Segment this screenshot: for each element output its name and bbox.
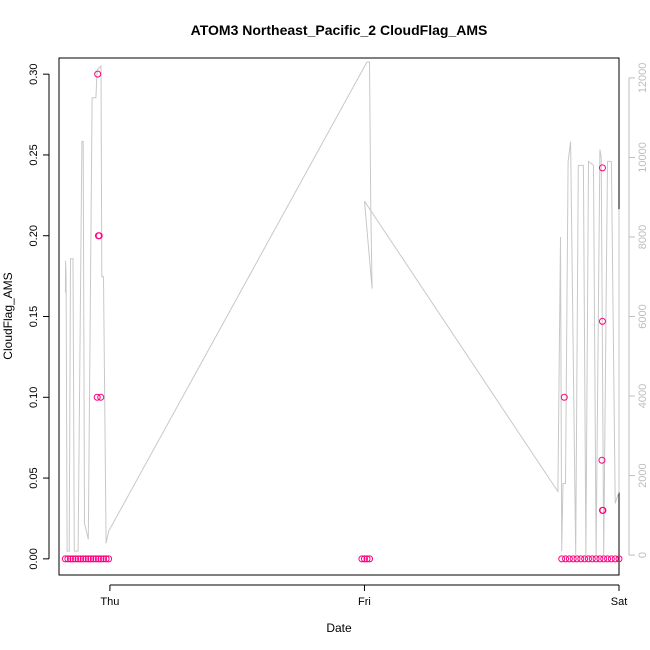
data-point bbox=[569, 555, 577, 563]
data-point bbox=[92, 555, 100, 563]
data-point bbox=[69, 555, 77, 563]
data-point bbox=[97, 555, 105, 563]
data-point bbox=[64, 555, 72, 563]
data-point bbox=[598, 164, 606, 172]
data-point bbox=[573, 555, 581, 563]
data-point bbox=[565, 555, 573, 563]
data-point bbox=[89, 555, 97, 563]
plot-frame bbox=[58, 57, 620, 576]
data-point bbox=[363, 555, 371, 563]
y-tick-label: 0.05 bbox=[28, 467, 40, 488]
data-point bbox=[599, 506, 607, 514]
data-point bbox=[615, 555, 623, 563]
data-point bbox=[604, 555, 612, 563]
data-point bbox=[87, 555, 95, 563]
data-point bbox=[366, 555, 374, 563]
data-point bbox=[560, 393, 568, 401]
y-tick-label: 0.10 bbox=[28, 387, 40, 408]
x-axis: Thu Fri Sat bbox=[100, 584, 628, 608]
y2-tick-label: 4000 bbox=[637, 384, 649, 408]
data-point bbox=[79, 555, 87, 563]
data-points bbox=[61, 70, 623, 563]
data-point bbox=[100, 555, 108, 563]
data-point bbox=[611, 555, 619, 563]
data-point bbox=[97, 393, 105, 401]
data-point bbox=[592, 555, 600, 563]
x-axis-label: Date bbox=[326, 621, 352, 635]
y-tick-label: 0.30 bbox=[28, 63, 40, 84]
x-tick-label: Thu bbox=[100, 596, 119, 608]
data-point bbox=[581, 555, 589, 563]
data-point bbox=[577, 555, 585, 563]
data-point bbox=[102, 555, 110, 563]
data-point bbox=[105, 555, 113, 563]
data-point bbox=[61, 555, 69, 563]
y-tick-label: 0.00 bbox=[28, 548, 40, 569]
y2-tick-label: 10000 bbox=[637, 142, 649, 173]
y-tick-label: 0.25 bbox=[28, 144, 40, 165]
y-tick-label: 0.20 bbox=[28, 225, 40, 246]
data-point bbox=[66, 555, 74, 563]
data-point bbox=[77, 555, 85, 563]
x-tick-label: Fri bbox=[358, 596, 371, 608]
data-point bbox=[82, 555, 90, 563]
data-point bbox=[598, 317, 606, 325]
y2-axis: 0 2000 4000 6000 8000 10000 12000 bbox=[628, 63, 649, 558]
y-axis-label: CloudFlag_AMS bbox=[1, 272, 15, 359]
data-point bbox=[596, 555, 604, 563]
data-point bbox=[607, 555, 615, 563]
data-point bbox=[558, 555, 566, 563]
data-point bbox=[95, 232, 103, 240]
data-point bbox=[562, 555, 570, 563]
data-point bbox=[93, 393, 101, 401]
y2-tick-label: 8000 bbox=[637, 225, 649, 249]
data-point bbox=[588, 555, 596, 563]
y2-tick-label: 2000 bbox=[637, 463, 649, 487]
data-point bbox=[84, 555, 92, 563]
chart-title: ATOM3 Northeast_Pacific_2 CloudFlag_AMS bbox=[191, 22, 488, 38]
data-point bbox=[600, 555, 608, 563]
y2-tick-label: 12000 bbox=[637, 63, 649, 94]
y2-tick-label: 6000 bbox=[637, 304, 649, 328]
y-tick-label: 0.15 bbox=[28, 306, 40, 327]
y-axis: 0.00 0.05 0.10 0.15 0.20 0.25 0.30 bbox=[28, 63, 50, 570]
altitude-line bbox=[64, 61, 620, 556]
data-point bbox=[584, 555, 592, 563]
y2-tick-label: 0 bbox=[637, 552, 649, 558]
data-point bbox=[360, 555, 368, 563]
x-tick-label: Sat bbox=[611, 596, 628, 608]
data-point bbox=[598, 456, 606, 464]
altitude-series bbox=[64, 61, 620, 556]
data-point bbox=[94, 70, 102, 78]
data-point bbox=[358, 555, 366, 563]
data-point bbox=[74, 555, 82, 563]
data-point bbox=[94, 555, 102, 563]
data-point bbox=[72, 555, 80, 563]
